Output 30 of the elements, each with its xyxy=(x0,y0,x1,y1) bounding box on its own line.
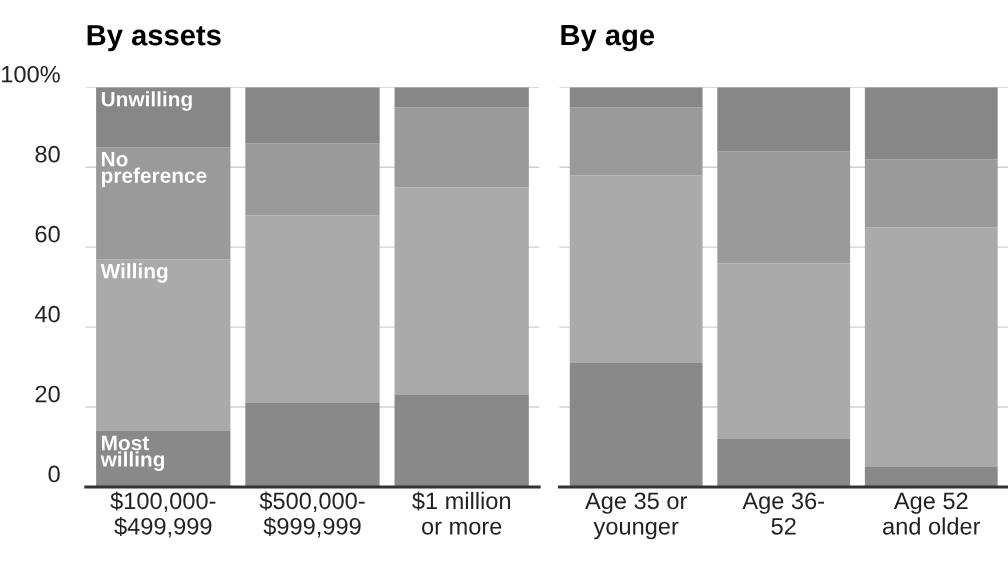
bar xyxy=(717,151,851,264)
series-label: Most willing xyxy=(100,435,165,471)
x-tick-label: $1 million or more xyxy=(412,491,511,535)
series-label: Unwilling xyxy=(101,91,192,111)
y-tick-label: 60 xyxy=(35,225,60,243)
bar xyxy=(864,159,998,228)
bar xyxy=(717,87,851,152)
bar xyxy=(569,363,703,487)
y-tick-label: 80 xyxy=(35,145,60,163)
x-tick-label: Age 35 or younger xyxy=(585,492,687,540)
y-tick-label: 100% xyxy=(2,65,60,83)
series-label: Willing xyxy=(100,263,168,283)
x-tick-label: Age 36- 52 xyxy=(742,492,825,535)
bar xyxy=(569,87,703,108)
bar xyxy=(569,175,703,364)
y-tick-label: 40 xyxy=(34,305,60,323)
x-tick-label: $500,000- $999,999 xyxy=(259,491,365,538)
bar xyxy=(864,227,998,468)
y-tick-label: 0 xyxy=(48,465,60,483)
bar xyxy=(569,107,703,176)
x-tick-label: $100,000- $499,999 xyxy=(110,491,216,538)
x-tick-label: Age 52 and older xyxy=(883,492,981,535)
bar xyxy=(717,263,851,440)
series-label: No preference xyxy=(101,151,207,188)
chart-title: By assets xyxy=(87,25,221,52)
y-tick-label: 20 xyxy=(35,385,60,403)
chart-title: By age xyxy=(561,25,655,52)
bar xyxy=(717,439,851,487)
bar xyxy=(864,467,998,487)
bar xyxy=(864,87,998,160)
